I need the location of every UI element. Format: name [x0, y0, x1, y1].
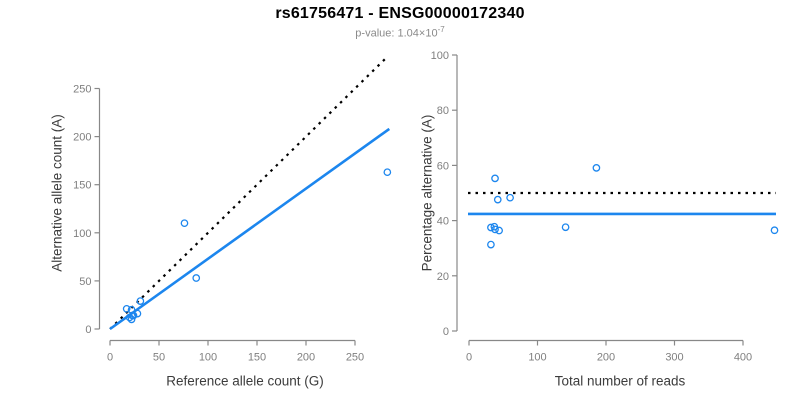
- y-tick-label: 0: [85, 324, 91, 336]
- left-y-axis-label: Alternative allele count (A): [49, 114, 65, 272]
- fit-line: [109, 127, 391, 331]
- data-point: [506, 193, 514, 202]
- data-point: [487, 223, 495, 232]
- y-tick-label: 80: [437, 105, 449, 117]
- plot-title: rs61756471 - ENSG00000172340: [275, 5, 525, 22]
- x-tick-label: 200: [597, 352, 615, 364]
- y-tick-label: 40: [437, 216, 449, 228]
- p-value-exponent: -7: [437, 25, 445, 34]
- data-point: [136, 297, 145, 305]
- x-tick-label: 300: [665, 352, 683, 364]
- y-tick-label: 100: [73, 228, 91, 240]
- data-point: [122, 304, 131, 313]
- x-tick-label: 200: [297, 352, 315, 364]
- plot-subtitle: p-value: 1.04×10-7: [0, 25, 800, 40]
- y-tick-label: 0: [443, 326, 449, 338]
- x-tick-label: 150: [248, 352, 266, 364]
- y-tick-label: 250: [73, 84, 91, 96]
- x-tick-label: 100: [199, 352, 217, 364]
- y-tick-label: 50: [79, 276, 91, 288]
- data-point: [127, 315, 136, 324]
- y-tick-label: 200: [73, 132, 91, 144]
- y-tick-label: 100: [431, 50, 449, 62]
- data-point: [180, 219, 189, 228]
- data-point: [383, 168, 392, 177]
- p-value-text: p-value: 1.04×10: [355, 27, 438, 40]
- x-tick-label: 0: [107, 352, 113, 364]
- right-y-axis-label: Percentage alternative (A): [419, 114, 435, 272]
- x-tick-label: 100: [528, 352, 546, 364]
- data-point: [133, 309, 142, 318]
- right-x-axis-label: Total number of reads: [554, 373, 686, 389]
- data-point: [129, 311, 138, 320]
- data-point: [770, 226, 779, 235]
- data-point: [487, 240, 495, 249]
- y-tick-label: 60: [437, 160, 449, 172]
- data-point: [491, 225, 499, 234]
- data-point: [491, 174, 499, 183]
- y-tick-label: 150: [73, 180, 91, 192]
- left-x-axis-label: Reference allele count (G): [166, 373, 324, 389]
- data-point: [495, 226, 503, 235]
- x-tick-label: 0: [466, 352, 472, 364]
- x-tick-label: 250: [346, 352, 364, 364]
- data-point: [592, 164, 601, 172]
- y-tick-label: 20: [437, 271, 449, 283]
- data-point: [493, 195, 502, 204]
- data-point: [192, 274, 201, 282]
- x-tick-label: 400: [734, 352, 752, 364]
- data-point: [561, 223, 570, 232]
- identity-line: [109, 55, 389, 330]
- x-tick-label: 50: [153, 352, 165, 364]
